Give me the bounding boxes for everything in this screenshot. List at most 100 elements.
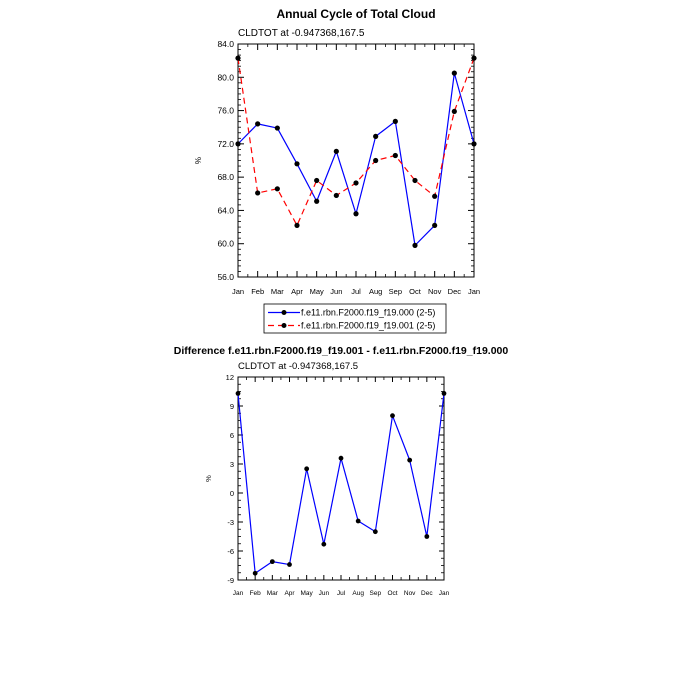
- data-point-series-1: [333, 148, 339, 154]
- x-tick-label: Apr: [284, 590, 295, 597]
- y-tick-label: -6: [227, 547, 234, 556]
- series-line-1: [237, 72, 475, 246]
- data-point-series-1: [235, 141, 241, 147]
- data-point-series-1: [372, 529, 378, 535]
- x-tick-label: Sep: [389, 287, 402, 296]
- data-point-series-2: [432, 193, 438, 199]
- data-point-series-1: [407, 457, 413, 463]
- y-tick-label: 0: [230, 489, 234, 498]
- data-point-series-1: [294, 161, 300, 167]
- legend-marker-series-2: [281, 323, 287, 328]
- x-tick-label: Dec: [448, 287, 462, 296]
- annual-cycle-chart: Annual Cycle of Total Cloud CLDTOT at -0…: [194, 7, 480, 296]
- data-point-series-1: [287, 562, 292, 567]
- x-tick-label: May: [301, 590, 314, 597]
- data-point-series-2: [235, 55, 241, 61]
- y-tick-label: 68.0: [217, 172, 234, 182]
- data-point-series-2: [392, 152, 398, 159]
- y-axis-label: %: [204, 475, 213, 482]
- x-tick-label: Oct: [409, 287, 422, 296]
- data-point-series-1: [390, 413, 395, 419]
- x-tick-label: Sep: [370, 590, 382, 597]
- legend: f.e11.rbn.F2000.f19_f19.000 (2-5) f.e11.…: [263, 303, 447, 334]
- data-point-series-1: [392, 118, 398, 124]
- x-tick-label: Mar: [271, 287, 284, 296]
- data-point-series-2: [471, 55, 477, 61]
- data-point-series-1: [412, 242, 418, 248]
- data-point-series-1: [255, 121, 261, 127]
- data-point-series-2: [373, 157, 379, 164]
- x-tick-label: May: [310, 287, 324, 296]
- y-tick-label: 60.0: [217, 239, 234, 249]
- x-tick-label: Feb: [251, 287, 264, 296]
- y-tick-label: 56.0: [217, 272, 234, 282]
- legend-label-series-1: f.e11.rbn.F2000.f19_f19.000 (2-5): [301, 308, 435, 318]
- y-tick-label: 9: [230, 402, 234, 411]
- chart-subtitle: CLDTOT at -0.947368,167.5: [238, 361, 358, 372]
- data-point-series-1: [424, 534, 430, 539]
- data-point-series-2: [314, 177, 320, 184]
- data-point-series-2: [255, 190, 261, 196]
- data-point-series-1: [235, 391, 241, 396]
- x-tick-label: Jul: [351, 287, 361, 296]
- data-point-series-2: [274, 186, 280, 192]
- data-point-series-2: [353, 180, 359, 186]
- x-tick-label: Mar: [267, 590, 279, 597]
- x-tick-label: Jul: [337, 590, 346, 597]
- y-tick-label: 84.0: [217, 39, 234, 49]
- data-point-series-1: [304, 466, 310, 472]
- legend-box: [263, 303, 447, 334]
- y-tick-label: 3: [230, 460, 234, 469]
- data-point-series-1: [441, 391, 447, 396]
- difference-chart: Difference f.e11.rbn.F2000.f19_f19.001 -…: [174, 345, 509, 597]
- y-axis-label: %: [194, 157, 203, 164]
- data-point-series-1: [451, 70, 457, 76]
- legend-label-series-2: f.e11.rbn.F2000.f19_f19.001 (2-5): [301, 321, 435, 331]
- plot-frame: [237, 376, 445, 581]
- chart-subtitle: CLDTOT at -0.947368,167.5: [238, 28, 365, 39]
- data-point-series-1: [471, 141, 477, 147]
- y-tick-label: -3: [227, 518, 234, 527]
- data-point-series-1: [355, 518, 361, 524]
- x-tick-label: Dec: [421, 590, 433, 597]
- data-point-series-1: [373, 133, 379, 139]
- data-point-series-2: [451, 108, 457, 115]
- x-tick-label: Jun: [319, 590, 330, 597]
- y-tick-label: 80.0: [217, 72, 234, 82]
- x-tick-label: Feb: [250, 590, 262, 597]
- legend-marker-series-1: [281, 310, 287, 315]
- y-tick-label: 64.0: [217, 205, 234, 215]
- y-tick-label: 12: [226, 373, 234, 382]
- chart-title: Annual Cycle of Total Cloud: [276, 7, 435, 21]
- x-tick-label: Jan: [468, 287, 480, 296]
- data-point-series-1: [353, 211, 359, 217]
- data-point-series-2: [412, 177, 418, 184]
- x-tick-label: Jan: [439, 590, 450, 597]
- data-point-series-1: [432, 222, 438, 229]
- y-tick-label: 6: [230, 431, 234, 440]
- x-tick-label: Aug: [352, 590, 364, 597]
- data-point-series-1: [314, 198, 320, 204]
- x-tick-label: Oct: [387, 590, 397, 597]
- data-point-series-1: [321, 541, 327, 547]
- data-point-series-2: [294, 222, 300, 229]
- data-point-series-2: [333, 192, 339, 199]
- x-tick-label: Aug: [369, 287, 382, 296]
- y-tick-label: 72.0: [217, 139, 234, 149]
- data-point-series-1: [274, 125, 280, 131]
- plot-frame: [237, 43, 475, 278]
- x-tick-label: Jun: [330, 287, 342, 296]
- chart-title: Difference f.e11.rbn.F2000.f19_f19.001 -…: [174, 345, 509, 357]
- y-tick-label: -9: [227, 576, 234, 585]
- series-line-1: [237, 393, 445, 574]
- y-tick-label: 76.0: [217, 106, 234, 116]
- data-point-series-1: [269, 559, 275, 565]
- data-point-series-1: [252, 570, 258, 576]
- x-tick-label: Jan: [232, 287, 244, 296]
- x-tick-label: Apr: [291, 287, 303, 296]
- x-tick-label: Nov: [428, 287, 442, 296]
- data-point-series-1: [338, 455, 344, 461]
- x-tick-label: Jan: [233, 590, 244, 597]
- x-tick-label: Nov: [404, 590, 416, 597]
